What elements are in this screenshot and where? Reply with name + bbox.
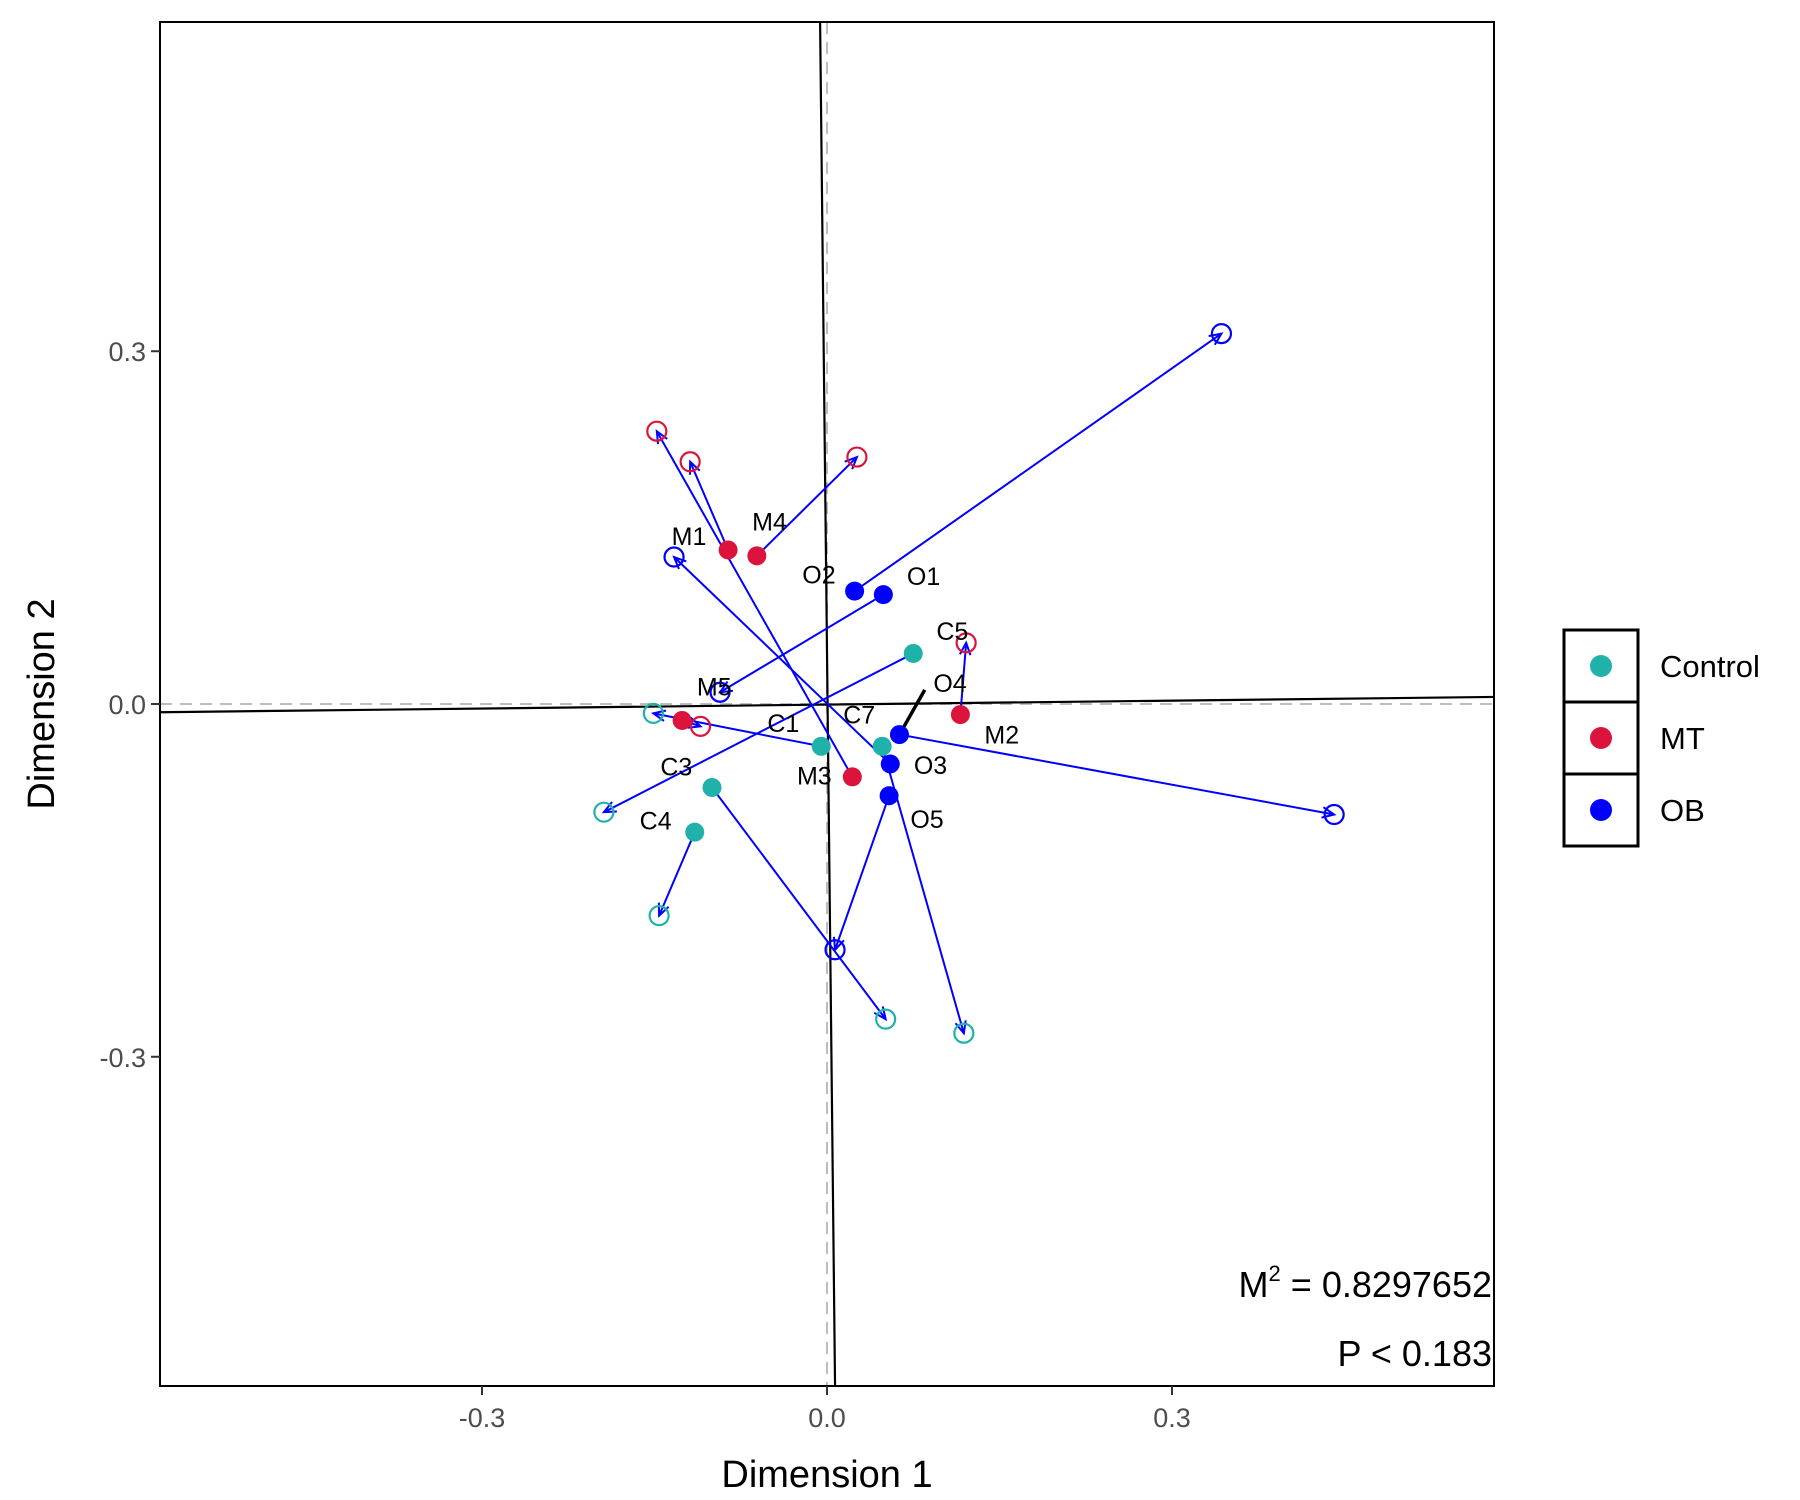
arrow-o2: [854, 323, 1233, 592]
point-c3: [702, 777, 722, 797]
point-o5: [879, 786, 899, 806]
arrow-m3: [646, 420, 854, 778]
arrow-m4: [756, 446, 868, 557]
point-c4: [685, 822, 705, 842]
label-m2: M2: [984, 722, 1019, 750]
label-m3: M3: [797, 763, 832, 791]
target-point-o1: [709, 681, 731, 703]
point-o2: [845, 581, 865, 601]
target-point-m1: [679, 451, 701, 473]
point-m1: [718, 540, 738, 560]
x-tick-label: 0.0: [808, 1403, 846, 1433]
x-axis-title: Dimension 1: [721, 1454, 932, 1496]
arrow-c4: [648, 831, 696, 927]
arrow-shaft: [711, 786, 887, 1020]
legend-swatch: [1590, 799, 1612, 821]
arrow-c5: [593, 652, 914, 823]
point-m4: [747, 546, 767, 566]
arrow-shaft: [959, 642, 968, 715]
target-point-o4: [1323, 803, 1345, 826]
label-o3: O3: [914, 752, 947, 780]
m2-statistic: M2 = 0.8297652: [1239, 1261, 1492, 1305]
arrow-shaft: [756, 456, 858, 557]
arrows-layer: [593, 323, 1345, 1044]
target-point-c7: [953, 1022, 975, 1044]
target-point-c1: [642, 702, 664, 725]
arrow-m2: [955, 632, 977, 715]
arrow-c3: [711, 786, 897, 1030]
legend-item-mt: MT: [1562, 700, 1705, 776]
x-tick-label: 0.3: [1153, 1403, 1191, 1433]
legend-swatch: [1590, 655, 1612, 677]
arrow-o5: [824, 795, 891, 961]
point-m2: [950, 705, 970, 725]
label-o1: O1: [907, 563, 940, 591]
target-point-o3: [663, 546, 685, 568]
arrow-o3: [663, 546, 891, 765]
label-c3: C3: [660, 753, 692, 781]
y-tick-label: 0.3: [108, 337, 146, 367]
x-tick-label: -0.3: [459, 1403, 506, 1433]
arrow-shaft: [899, 733, 1335, 816]
legend-label: Control: [1660, 649, 1760, 684]
label-o5: O5: [910, 806, 943, 834]
legend: Control MT OB: [1562, 628, 1760, 848]
target-point-m4: [846, 446, 868, 468]
labels-layer: C1 C3 C4 C5 C7 M1 M2 M3 M4 M5 O1 O2 O3 O4 O5: [640, 509, 1020, 836]
points-layer: [672, 540, 970, 842]
point-m3: [842, 767, 862, 787]
label-c7: C7: [843, 702, 875, 730]
legend-label: OB: [1660, 793, 1705, 828]
point-o4: [889, 725, 909, 745]
point-c7: [872, 736, 892, 756]
target-point-c5: [593, 801, 615, 823]
target-point-o2: [1210, 323, 1233, 345]
y-tick-label: 0.0: [108, 690, 146, 720]
label-c5: C5: [936, 618, 968, 646]
legend-swatch: [1590, 727, 1612, 749]
label-o2: O2: [802, 562, 835, 590]
point-c5: [903, 643, 923, 663]
target-point-m5: [689, 715, 712, 737]
y-tick-label: -0.3: [99, 1043, 146, 1073]
label-m4: M4: [752, 509, 787, 537]
point-o1: [873, 585, 893, 605]
point-c1: [811, 736, 831, 756]
arrow-shaft: [673, 556, 891, 765]
arrow-shaft: [854, 332, 1223, 592]
label-o4: O4: [933, 670, 966, 698]
legend-label: MT: [1660, 721, 1705, 756]
legend-item-control: Control: [1562, 628, 1760, 704]
arrow-o4: [899, 733, 1345, 826]
arrow-shaft: [655, 430, 854, 778]
arrow-shaft: [658, 831, 696, 917]
point-o3: [880, 754, 900, 774]
label-c4: C4: [640, 807, 672, 835]
legend-item-ob: OB: [1562, 772, 1705, 848]
arrow-m1: [679, 451, 730, 551]
p-value: P < 0.183: [1338, 1333, 1492, 1374]
target-point-o5: [824, 939, 846, 961]
label-c1: C1: [767, 710, 799, 738]
target-point-m2: [955, 632, 977, 654]
target-point-c4: [648, 905, 670, 927]
label-m1: M1: [672, 523, 707, 551]
arrow-shaft: [689, 461, 730, 551]
arrow-o1: [709, 593, 884, 703]
arrow-shaft: [603, 652, 914, 814]
arrow-shaft: [719, 593, 884, 694]
y-axis-title: Dimension 2: [21, 598, 63, 809]
arrow-shaft: [834, 795, 891, 951]
label-m5: M5: [697, 673, 732, 701]
target-point-m3: [646, 420, 668, 442]
target-point-c3: [875, 1008, 897, 1030]
point-m5: [672, 710, 692, 730]
axis-ticks: -0.3 0.0 0.3 -0.3 0.0 0.3: [99, 337, 1190, 1433]
